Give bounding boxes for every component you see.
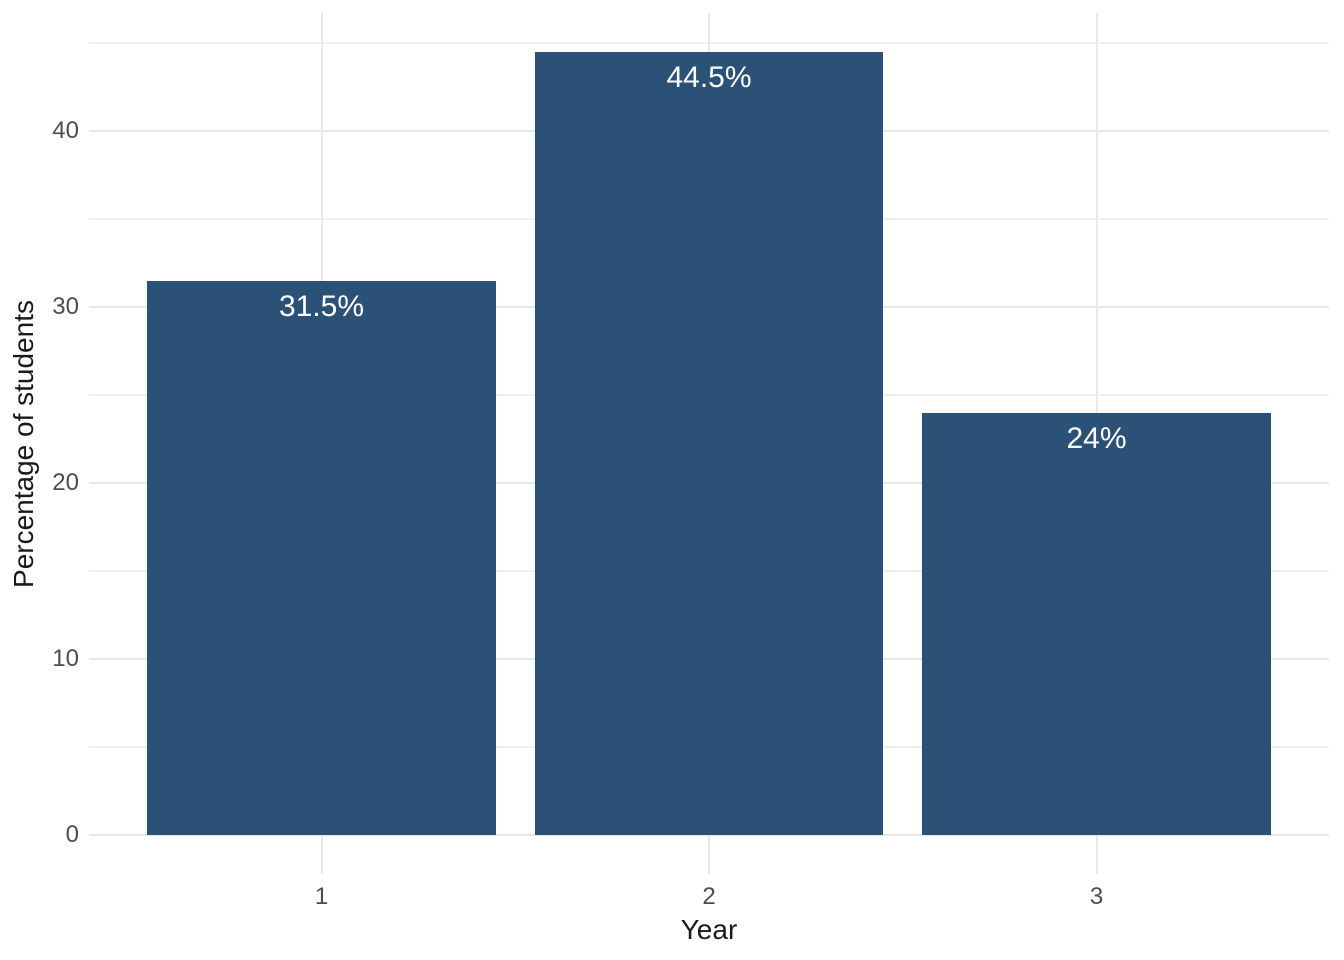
y-tick-label: 0: [65, 820, 79, 848]
x-tick-label: 2: [702, 883, 716, 910]
bar-value-label: 44.5%: [666, 61, 752, 95]
y-tick-label: 30: [52, 293, 79, 321]
y-tick-label: 40: [52, 117, 79, 145]
y-tick-label: 20: [52, 469, 79, 497]
bar: [534, 52, 884, 835]
bar: [922, 412, 1271, 835]
x-tick-label: 3: [1089, 883, 1104, 910]
bar-value-label: 31.5%: [278, 289, 365, 323]
y-tick-label: 10: [52, 644, 79, 672]
bar-value-label: 24%: [1066, 421, 1127, 455]
x-tick-label: 1: [314, 883, 329, 910]
plot-panel: 31.5% 44.5% 24%: [89, 13, 1329, 874]
bar: [147, 280, 496, 835]
y-axis-title: Percentage of students: [8, 299, 39, 588]
x-axis-title: Year: [680, 914, 738, 945]
